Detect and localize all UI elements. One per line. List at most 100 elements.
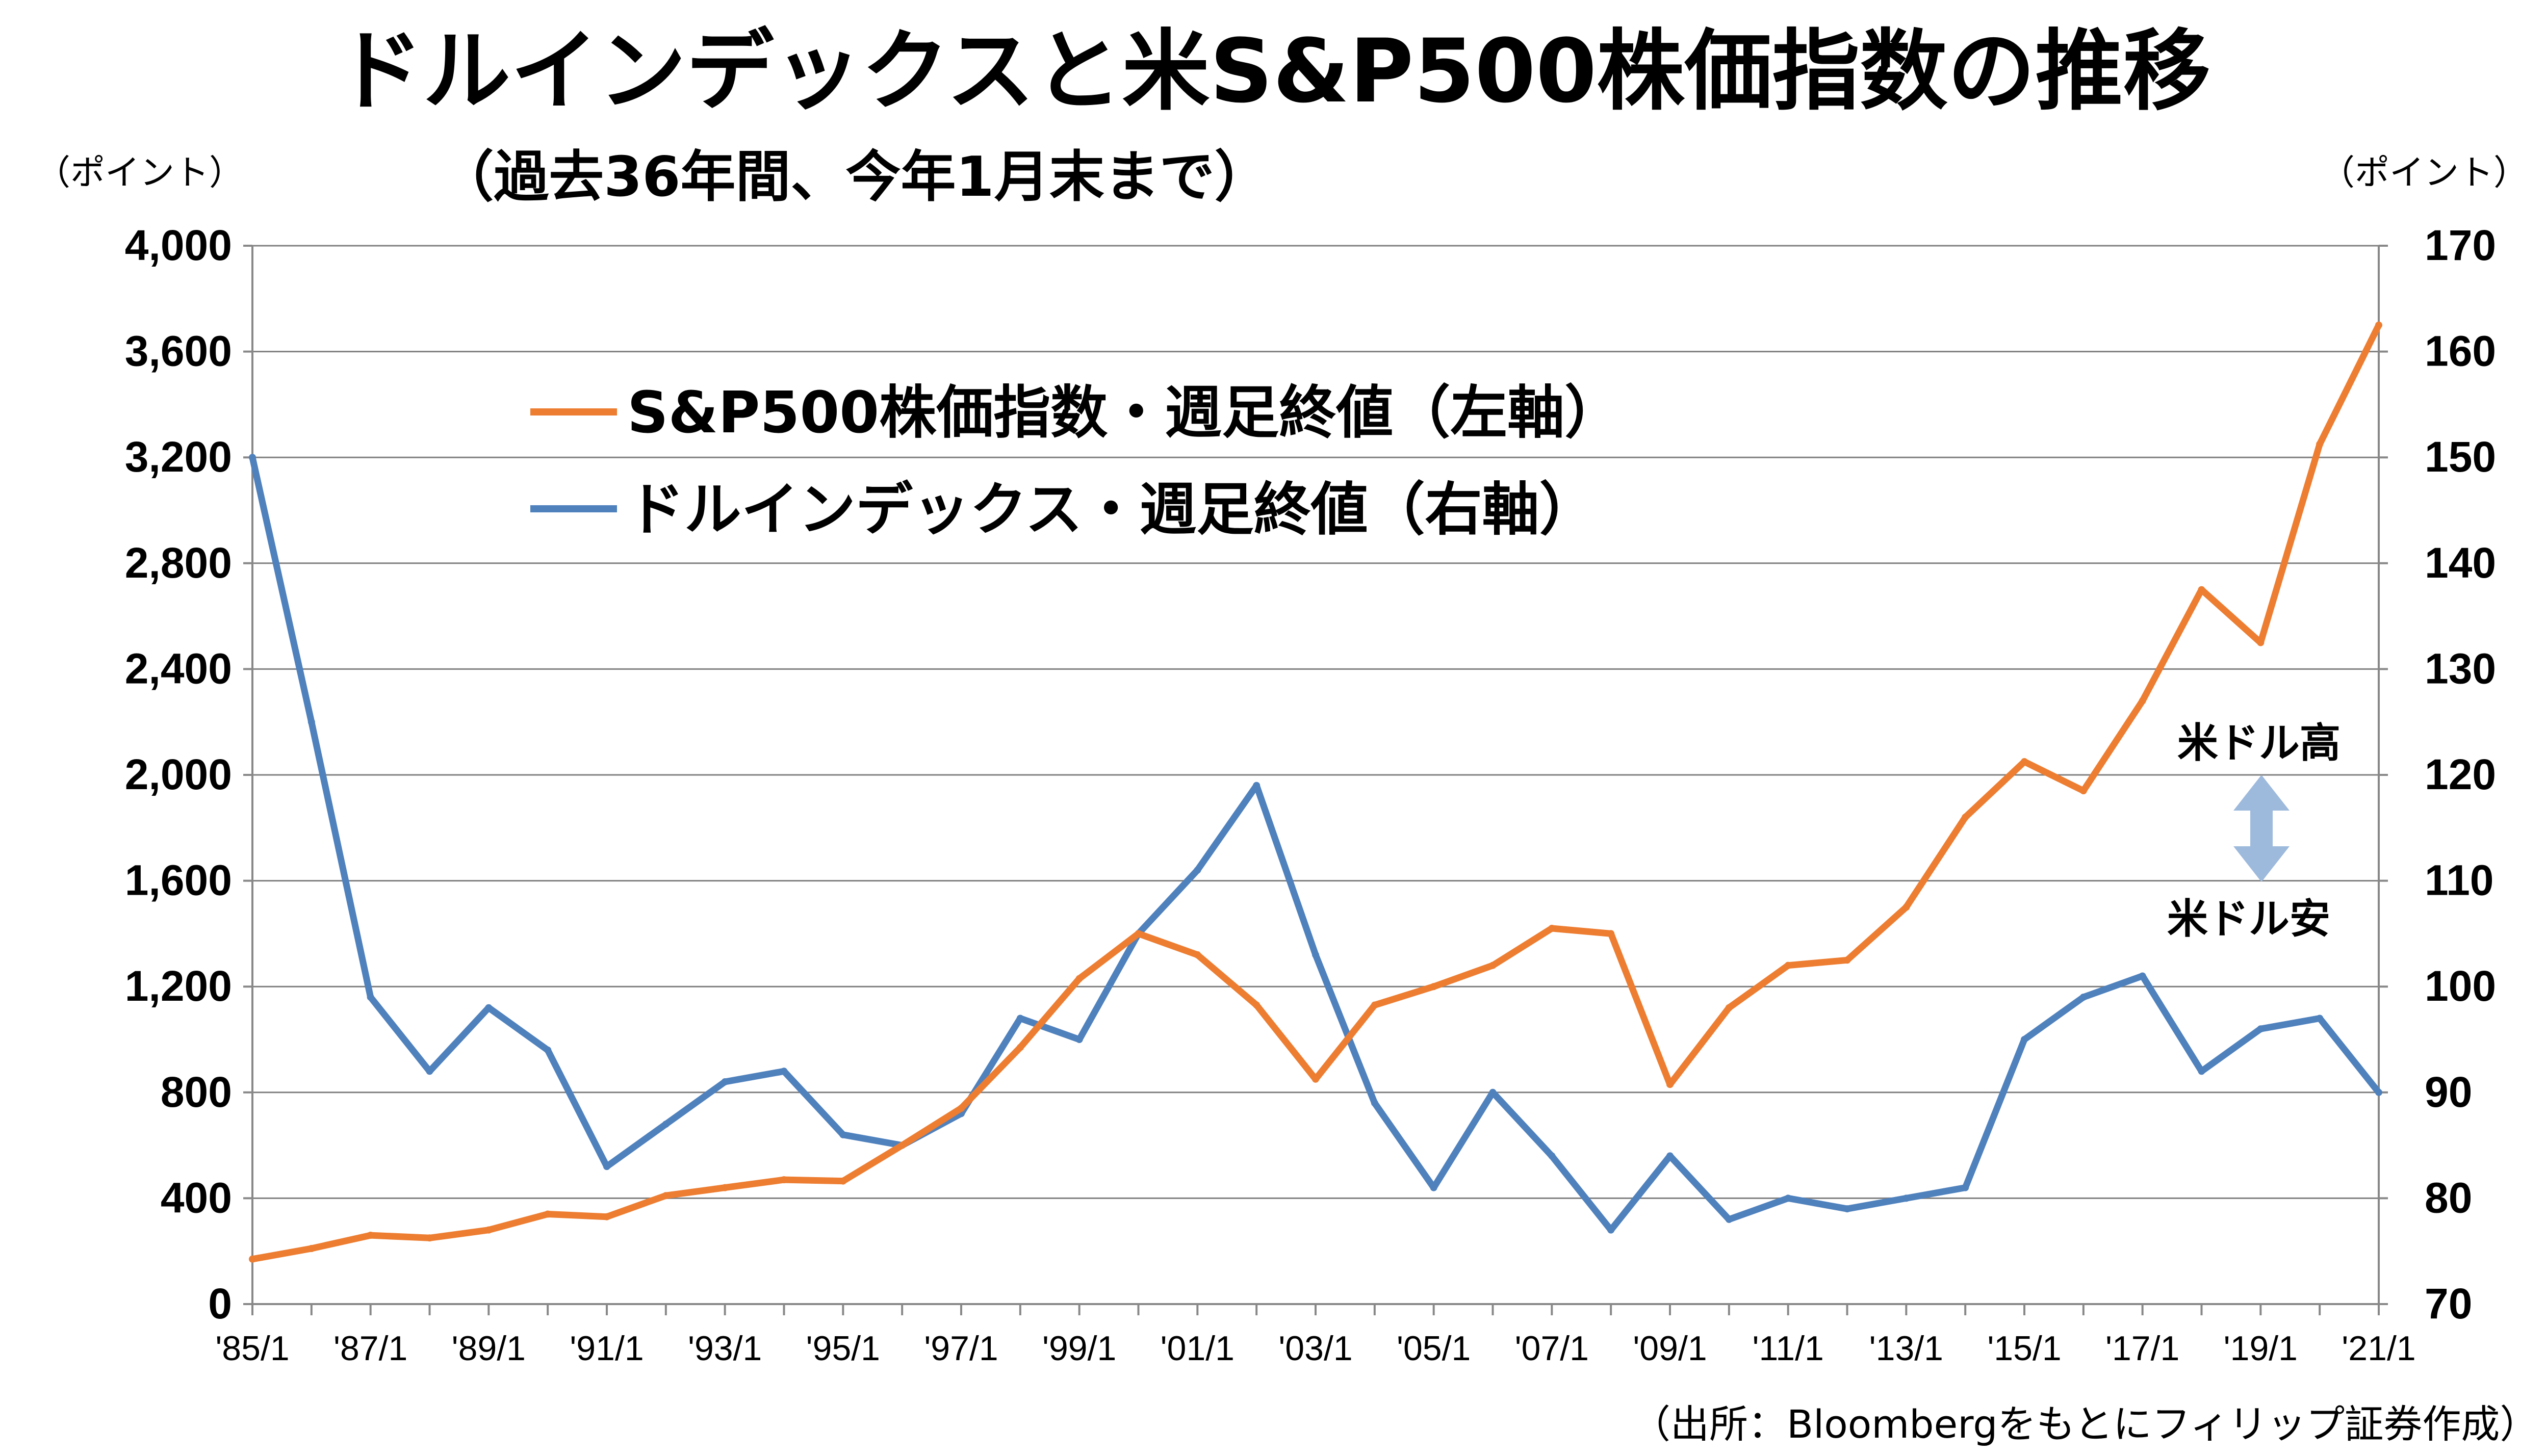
dollar-index-point	[1607, 1226, 1615, 1234]
dollar-index-point	[485, 1004, 493, 1011]
dollar-index-point	[1784, 1194, 1792, 1202]
sp500-point	[2375, 321, 2382, 329]
sp500-point	[1784, 961, 1792, 969]
dollar-index-point	[2257, 1025, 2265, 1033]
dollar-index-point	[1666, 1152, 1674, 1160]
sp500-point	[1489, 961, 1497, 969]
right-y-tick-label: 150	[2425, 433, 2496, 481]
x-tick-label: '19/1	[2224, 1329, 2298, 1368]
left-y-tick-label: 3,600	[125, 327, 232, 375]
annotation-dollar-weak: 米ドル安	[2167, 895, 2330, 943]
right-y-tick-label: 160	[2425, 327, 2496, 375]
legend-dollar-index-label: ドルインデックス・週足終値（右軸）	[627, 477, 1597, 543]
dollar-index-point	[1548, 1152, 1556, 1160]
right-y-tick-label: 120	[2425, 750, 2496, 798]
dollar-index-point	[249, 454, 256, 461]
gridlines	[252, 245, 2379, 1199]
right-y-tick-label: 100	[2425, 962, 2496, 1010]
left-y-tick-label: 2,000	[125, 750, 232, 798]
left-y-tick-label: 1,600	[125, 856, 232, 904]
left-y-ticks: 0 400 800 1,200 1,600 2,000 2,400 2,800 3,200 3,6…	[125, 221, 252, 1328]
right-y-tick-label: 170	[2425, 221, 2496, 269]
x-tick-label: '03/1	[1278, 1329, 1352, 1368]
left-y-tick-label: 2,800	[125, 539, 232, 587]
x-tick-label: '97/1	[924, 1329, 998, 1368]
sp500-point	[898, 1141, 906, 1149]
left-y-tick-label: 0	[208, 1280, 232, 1328]
dollar-index-point	[367, 993, 374, 1001]
x-tick-label: '07/1	[1515, 1329, 1589, 1368]
dollar-index-point	[1312, 951, 1319, 958]
x-tick-label: '91/1	[570, 1329, 644, 1368]
sp500-point	[2139, 697, 2146, 705]
x-tick-label: '93/1	[688, 1329, 762, 1368]
left-y-tick-label: 400	[161, 1174, 232, 1221]
dollar-index-point	[780, 1068, 788, 1075]
sp500-point	[2316, 440, 2324, 448]
left-axis-unit: （ポイント）	[36, 153, 244, 193]
dollar-index-point	[2316, 1015, 2324, 1022]
dollar-index-point	[426, 1068, 433, 1075]
x-tick-label: '85/1	[215, 1329, 289, 1368]
dollar-index-point	[1489, 1088, 1497, 1096]
dollar-index-point	[1075, 1036, 1083, 1043]
dollar-index-point	[2139, 972, 2146, 980]
source-note: （出所：Bloombergをもとにフィリップ証券作成）	[1632, 1401, 2539, 1447]
right-y-tick-label: 70	[2425, 1280, 2472, 1328]
right-y-tick-label: 130	[2425, 644, 2496, 692]
right-y-tick-label: 140	[2425, 539, 2496, 587]
left-y-tick-label: 800	[161, 1068, 232, 1116]
sp500-point	[1607, 930, 1615, 938]
sp500-point	[1548, 925, 1556, 932]
sp500-point	[662, 1192, 670, 1200]
sp500-point	[958, 1104, 965, 1112]
sp500-point	[367, 1232, 374, 1239]
x-tick-label: '17/1	[2105, 1329, 2179, 1368]
dollar-index-series-line	[249, 454, 2382, 1234]
sp500-point	[839, 1177, 847, 1185]
sp500-point	[1843, 956, 1851, 964]
sp500-point	[1075, 975, 1083, 982]
x-tick-label: '95/1	[806, 1329, 880, 1368]
dollar-index-point	[1962, 1184, 1969, 1191]
x-tick-label: '01/1	[1161, 1329, 1235, 1368]
right-axis-unit: （ポイント）	[2320, 153, 2529, 193]
sp500-point	[721, 1184, 729, 1191]
x-tick-label: '05/1	[1397, 1329, 1471, 1368]
sp500-point	[1135, 930, 1142, 938]
double-arrow-icon	[2233, 775, 2290, 882]
dollar-index-point	[2198, 1068, 2205, 1075]
sp500-point	[780, 1176, 788, 1184]
sp500-point	[2198, 586, 2205, 593]
dollar-index-point	[1371, 1099, 1378, 1107]
x-tick-label: '87/1	[333, 1329, 407, 1368]
sp500-point	[2079, 787, 2087, 795]
x-tick-label: '11/1	[1753, 1329, 1824, 1368]
dollar-index-point	[1725, 1215, 1733, 1223]
sp500-point	[603, 1213, 610, 1220]
right-y-ticks: 70 80 90 100 110 120 130 140 150 160 170	[2379, 221, 2496, 1328]
chart-title: ドルインデックスと米S&P500株価指数の推移	[335, 20, 2211, 122]
sp500-point	[2257, 639, 2265, 646]
x-ticks: '85/1 '87/1 '89/1 '91/1 '93/1 '95/1 '97/1 '99/1…	[215, 1304, 2416, 1368]
sp500-point	[1962, 814, 1969, 821]
sp500-point	[249, 1255, 256, 1263]
left-y-tick-label: 1,200	[125, 962, 232, 1010]
left-y-tick-label: 3,200	[125, 433, 232, 481]
x-tick-label: '13/1	[1869, 1329, 1943, 1368]
sp500-point	[2021, 758, 2028, 766]
sp500-point	[1312, 1075, 1319, 1083]
annotation-dollar-strong: 米ドル高	[2177, 719, 2341, 767]
x-tick-label: '99/1	[1042, 1329, 1116, 1368]
right-y-tick-label: 80	[2425, 1174, 2472, 1221]
dollar-index-point	[1194, 866, 1201, 874]
sp500-point	[307, 1245, 315, 1253]
x-tick-label: '89/1	[452, 1329, 526, 1368]
legend-sp500-label: S&P500株価指数・週足終値（左軸）	[627, 380, 1622, 446]
right-y-tick-label: 90	[2425, 1068, 2472, 1116]
sp500-point	[426, 1234, 433, 1242]
dollar-index-point	[1843, 1205, 1851, 1213]
sp500-point	[1253, 1001, 1261, 1009]
